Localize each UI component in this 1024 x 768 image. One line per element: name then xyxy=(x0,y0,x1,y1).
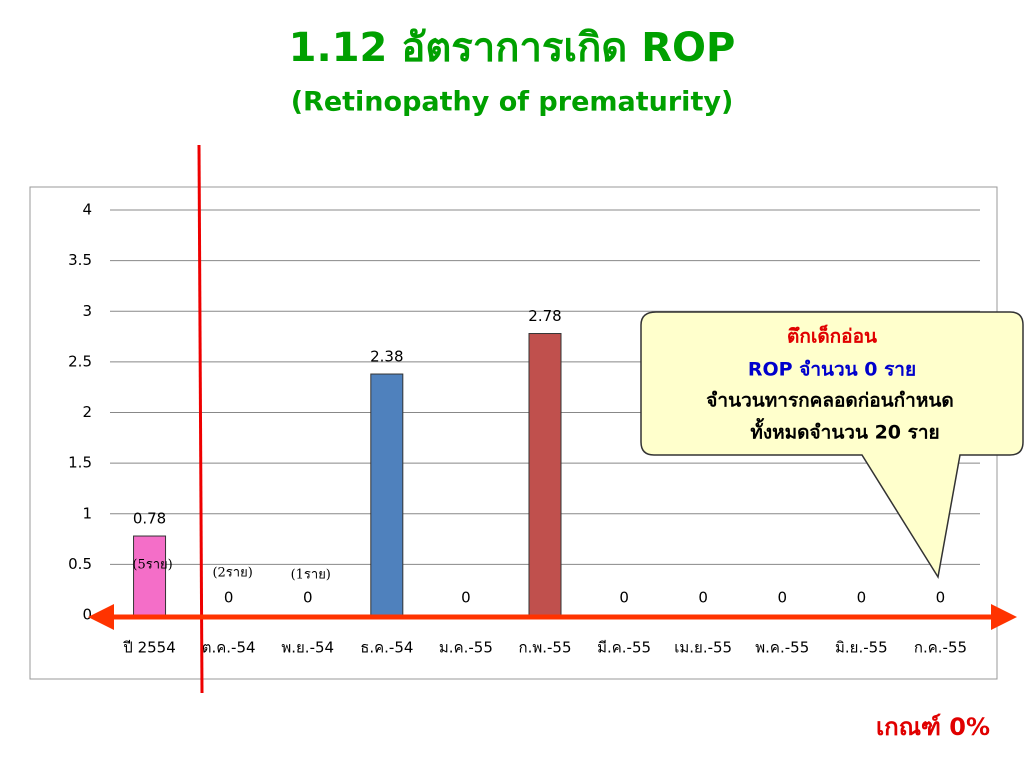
x-tick-label: เม.ย.-55 xyxy=(674,639,732,657)
y-tick-label: 2.5 xyxy=(68,352,92,370)
bar xyxy=(370,373,404,616)
x-tick-label: ปี 2554 xyxy=(122,639,175,657)
data-label: 0 xyxy=(936,589,946,607)
x-tick-label: ก.ค.-55 xyxy=(914,639,967,657)
y-tick-label: 0.5 xyxy=(68,555,92,573)
axis-arrow xyxy=(88,604,1017,630)
data-label: 0.78 xyxy=(133,510,166,528)
x-tick-label: พ.ย.-54 xyxy=(281,639,334,657)
case-label: (2ราย) xyxy=(212,566,252,581)
callout-line: ตึกเด็กอ่อน xyxy=(787,324,877,348)
criterion: เกณฑ์ 0% xyxy=(876,713,990,741)
callout-box xyxy=(640,311,1024,580)
data-label: 0 xyxy=(461,589,471,607)
y-tick-label: 0 xyxy=(82,606,92,624)
bar xyxy=(528,333,562,616)
x-tick-label: พ.ค.-55 xyxy=(755,639,809,657)
x-tick-label: มี.ค.-55 xyxy=(597,639,651,657)
data-label: 0 xyxy=(224,589,234,607)
x-tick-label: ต.ค.-54 xyxy=(202,639,256,657)
divider-line xyxy=(197,144,204,694)
y-tick-label: 2 xyxy=(82,403,92,421)
x-tick-label: ธ.ค.-54 xyxy=(360,639,413,657)
data-label: 0 xyxy=(857,589,867,607)
data-label: 2.38 xyxy=(370,348,403,366)
y-tick-label: 3.5 xyxy=(68,251,92,269)
callout-line: จำนวนทารกคลอดก่อนกำหนด xyxy=(706,390,953,412)
data-label: 0 xyxy=(698,589,708,607)
arrow-head xyxy=(991,604,1017,630)
subtitle: (Retinopathy of prematurity) xyxy=(291,87,734,118)
x-tick-label: ม.ค.-55 xyxy=(439,639,493,657)
data-label: 0 xyxy=(303,589,313,607)
y-tick-label: 4 xyxy=(82,201,92,219)
x-tick-label: มิ.ย.-55 xyxy=(835,639,888,657)
data-label: 0 xyxy=(777,589,787,607)
case-label: (1ราย) xyxy=(291,568,331,583)
y-tick-label: 3 xyxy=(82,302,92,320)
data-label: 2.78 xyxy=(528,307,561,325)
callout-line: ทั้งหมดจำนวน 20 ราย xyxy=(750,418,939,444)
callout-line: ROP จำนวน 0 ราย xyxy=(748,359,916,381)
arrow-head xyxy=(88,604,114,630)
data-label: 0 xyxy=(619,589,629,607)
y-tick-label: 1.5 xyxy=(68,454,92,472)
x-tick-label: ก.พ.-55 xyxy=(518,639,571,657)
bar xyxy=(133,535,167,616)
y-tick-label: 1 xyxy=(82,504,92,522)
case-label: (5ราย) xyxy=(132,558,172,573)
title: 1.12 อัตราการเกิด ROP xyxy=(289,25,736,71)
